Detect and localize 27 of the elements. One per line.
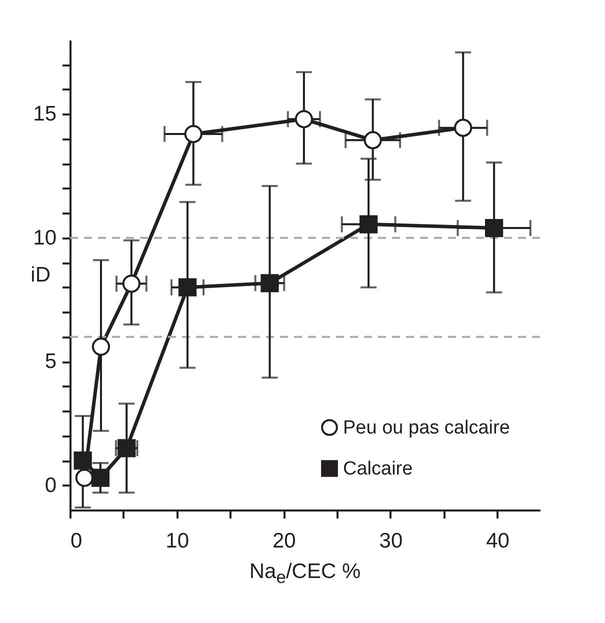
point — [260, 274, 279, 292]
point — [485, 218, 504, 238]
point — [122, 274, 140, 293]
point — [74, 451, 92, 470]
x-tick-label: 20 — [272, 530, 296, 552]
x-tick-label: 30 — [379, 530, 403, 552]
point — [359, 215, 378, 234]
point — [118, 439, 136, 458]
point — [75, 468, 94, 487]
legend-label: Peu ou pas calcaire — [343, 418, 510, 438]
y-axis-title: iD — [30, 264, 50, 286]
y-tick-label: 10 — [33, 226, 56, 250]
y-tick-label: 15 — [33, 102, 56, 126]
point — [454, 118, 472, 137]
legend-label: Calcaire — [343, 458, 413, 480]
y-tick-label: 0 — [44, 474, 56, 497]
point — [178, 278, 197, 296]
x-tick-label: 10 — [166, 530, 189, 552]
point — [92, 338, 110, 356]
y-tick-label: 5 — [44, 350, 56, 374]
point — [364, 131, 382, 150]
point — [184, 124, 202, 144]
x-tick-label: 40 — [486, 530, 510, 552]
x-axis-title: Na$_{e}$/CEC % — [248, 560, 362, 588]
point — [294, 110, 313, 128]
x-tick-label: 0 — [70, 530, 82, 552]
point — [91, 468, 110, 487]
